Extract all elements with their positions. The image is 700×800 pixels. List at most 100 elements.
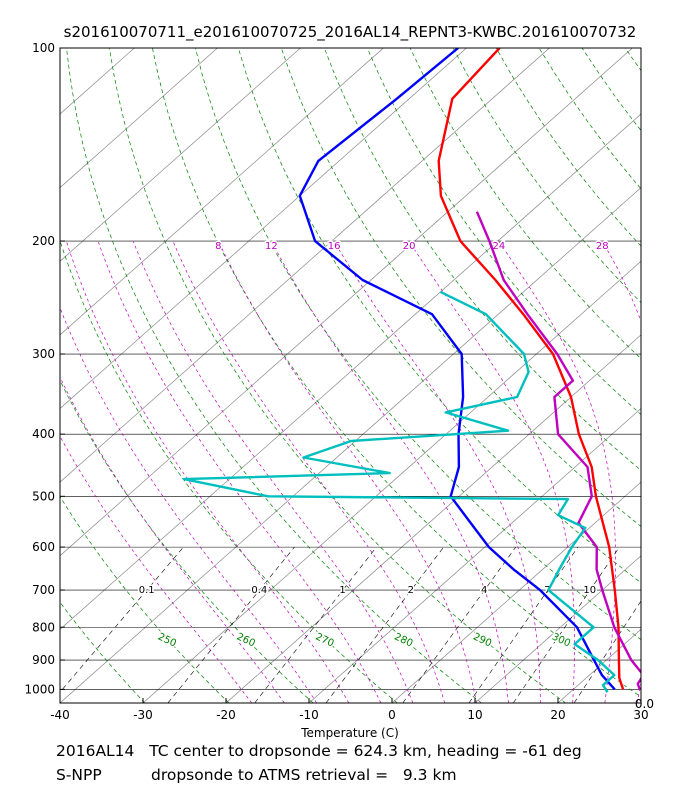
dry-adiabat-line: [280, 48, 641, 527]
dry-adiabat-label: 260: [235, 632, 257, 650]
mixing-ratio-line: [167, 546, 295, 703]
y-tick-label: 800: [32, 620, 55, 634]
mixing-ratio-label: 0.4: [251, 585, 267, 596]
moist-adiabat-label: 24: [492, 241, 505, 252]
mixing-ratio-label: 16: [641, 585, 654, 596]
x-tick-label: 0: [388, 708, 396, 722]
moist-adiabat-label: 20: [403, 241, 416, 252]
isotherm-line: [308, 408, 641, 703]
moist-adiabat-label: 28: [596, 241, 609, 252]
dry-adiabat-line: [152, 48, 641, 698]
y-tick-label: 500: [32, 489, 55, 503]
isotherm-line: [474, 555, 641, 703]
x-tick-label: -30: [133, 708, 153, 722]
moist-adiabat-label: 8: [215, 241, 221, 252]
sounding-profiles: [182, 48, 641, 693]
dry-adiabat-label: 300: [550, 632, 572, 650]
isotherm-line: [60, 48, 633, 557]
y-tick-label: 200: [32, 234, 55, 248]
dry-adiabat-line: [195, 48, 641, 640]
x-tick-label: 30: [633, 708, 648, 722]
bottom-right-label: 0.0: [635, 697, 654, 711]
dry-adiabat-line: [109, 48, 566, 703]
series-line-0: [437, 48, 625, 690]
mixing-ratio-line: [254, 546, 377, 703]
x-tick-label: 20: [550, 708, 565, 722]
isotherm-line: [60, 48, 550, 483]
dry-adiabat-line: [66, 48, 482, 703]
isotherm-line: [60, 48, 467, 409]
dry-adiabat-line: [237, 48, 641, 584]
moist-adiabat-line: [66, 240, 350, 703]
moist-adiabat-line: [97, 240, 382, 703]
mixing-ratio-line: [512, 546, 620, 703]
background-lines: [0, 48, 700, 703]
dry-adiabat-label: 290: [471, 632, 493, 650]
isotherm-line: [60, 48, 135, 115]
x-axis-label: Temperature (C): [300, 726, 399, 740]
y-tick-label: 900: [32, 653, 55, 667]
moist-adiabat-line: [601, 240, 641, 703]
plot-frame: [59, 47, 642, 704]
dry-adiabat-line: [452, 48, 641, 304]
chart-title: s201610070711_e201610070725_2016AL14_REP…: [64, 23, 637, 42]
dry-adiabat-line: [624, 48, 641, 72]
dry-adiabat-line: [60, 239, 398, 703]
moist-adiabat-line: [60, 306, 317, 703]
moist-adiabat-line: [333, 240, 541, 703]
mixing-ratio-label: 4: [481, 585, 487, 596]
dry-adiabat-line: [60, 495, 230, 703]
dry-adiabat-label: 280: [392, 632, 414, 650]
mixing-ratio-line: [402, 546, 517, 703]
dry-adiabat-line: [366, 48, 641, 416]
dry-adiabat-label: 270: [314, 632, 336, 650]
y-tick-label: 400: [32, 427, 55, 441]
mixing-ratio-label: 2: [408, 585, 414, 596]
series-line-2: [475, 211, 641, 690]
isotherm-line: [391, 481, 641, 703]
y-tick-label: 700: [32, 583, 55, 597]
isotherm-line: [60, 187, 641, 703]
isotherm-line: [60, 48, 218, 189]
series-line-1: [298, 48, 616, 691]
isotherm-line: [640, 702, 641, 703]
moist-adiabat-label: 12: [265, 241, 278, 252]
isotherm-line: [60, 48, 384, 336]
moist-adiabat-line: [172, 240, 446, 703]
isotherm-line: [0, 48, 51, 703]
moist-adiabat-label: 16: [328, 241, 341, 252]
moist-adiabat-line: [132, 240, 414, 703]
y-tick-label: 600: [32, 540, 55, 554]
isotherm-line: [142, 260, 641, 703]
mixing-ratio-line: [325, 546, 444, 703]
moist-adiabat-line: [60, 376, 285, 703]
isotherm-line: [60, 113, 641, 630]
footer-line-1: 2016AL14 TC center to dropsonde = 624.3 …: [56, 742, 582, 760]
dry-adiabat-line: [668, 48, 700, 703]
mixing-ratio-label: 10: [583, 585, 596, 596]
x-tick-label: -40: [50, 708, 70, 722]
mixing-ratio-label: 1: [339, 585, 345, 596]
dry-adiabat-line: [409, 48, 641, 360]
footer-line-2: S-NPP dropsonde to ATMS retrieval = 9.3 …: [56, 766, 457, 784]
mixing-ratio-line: [573, 600, 641, 703]
x-tick-label: -10: [299, 708, 319, 722]
moist-adiabat-line: [271, 240, 509, 703]
y-tick-label: 300: [32, 347, 55, 361]
mixing-ratio-line: [468, 546, 579, 703]
isotherm-line: [225, 334, 641, 703]
y-tick-label: 1000: [24, 682, 55, 696]
x-tick-label: -20: [216, 708, 236, 722]
mixing-ratio-label: 0.1: [139, 585, 155, 596]
isotherm-line: [60, 48, 301, 262]
mixing-ratio-line: [60, 546, 184, 693]
moist-adiabat-line: [498, 240, 616, 703]
x-tick-label: 10: [467, 708, 482, 722]
y-tick-label: 100: [32, 41, 55, 55]
isotherm-line: [557, 628, 641, 703]
series-line-3: [182, 290, 616, 693]
moist-adiabat-line: [408, 240, 575, 703]
